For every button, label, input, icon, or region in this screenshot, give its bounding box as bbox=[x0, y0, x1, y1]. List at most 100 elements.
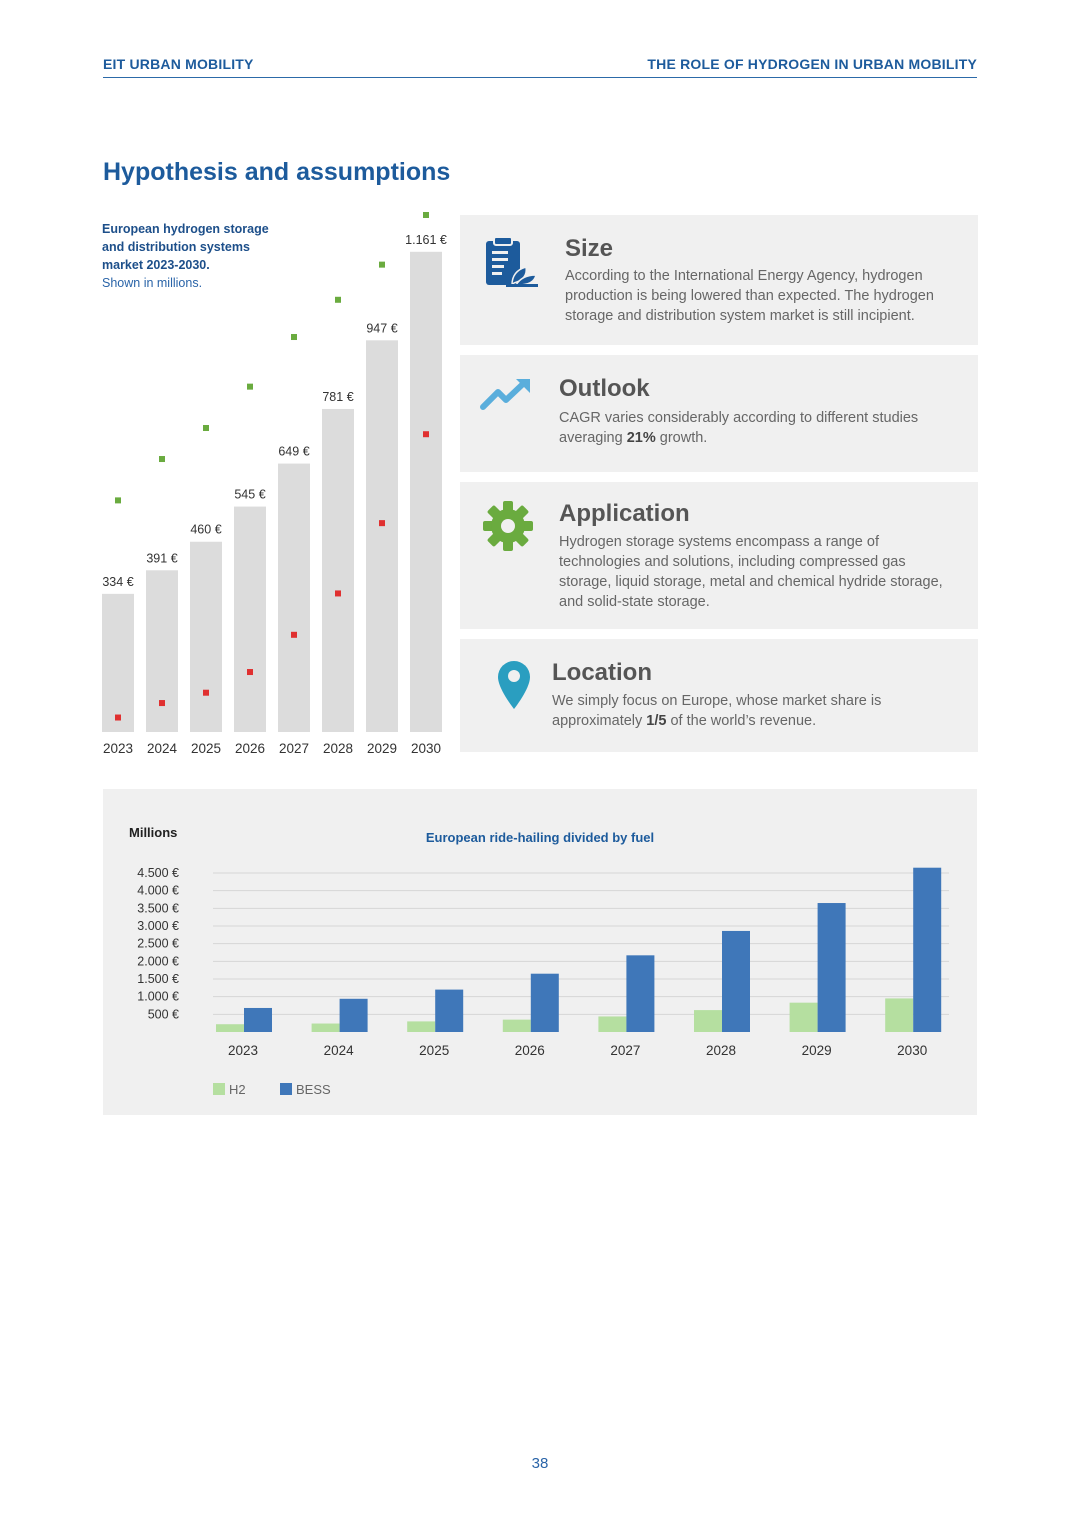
card-application-title: Application bbox=[559, 500, 690, 527]
bar-bess-2026 bbox=[530, 973, 559, 1032]
range-high-marker-2027 bbox=[291, 334, 297, 341]
x-tick-2028: 2028 bbox=[706, 1043, 736, 1058]
bar-h2-2029 bbox=[789, 1002, 818, 1032]
header-left: EIT URBAN MOBILITY bbox=[103, 56, 254, 72]
bar-h2-2024 bbox=[311, 1023, 340, 1032]
chart1-caption-line2: and distribution systems bbox=[102, 240, 250, 254]
x-tick-2029: 2029 bbox=[802, 1043, 832, 1058]
card-size-text: According to the International Energy Ag… bbox=[565, 268, 934, 324]
card-location-text-bold: 1/5 bbox=[646, 713, 667, 729]
range-high-marker-2029 bbox=[379, 261, 385, 268]
range-low-marker-2024 bbox=[159, 700, 165, 707]
y-tick-3500: 3.500 € bbox=[137, 901, 179, 915]
chart1-caption: European hydrogen storage and distributi… bbox=[102, 220, 302, 292]
x-tick-2030: 2030 bbox=[411, 741, 441, 756]
card-outlook-text-a: CAGR varies considerably according to di… bbox=[559, 410, 919, 446]
x-tick-2024: 2024 bbox=[324, 1043, 355, 1058]
x-tick-2029: 2029 bbox=[367, 741, 397, 756]
value-label-2024: 391 € bbox=[146, 551, 177, 565]
range-high-marker-2030 bbox=[423, 212, 429, 218]
y-tick-4500: 4.500 € bbox=[137, 866, 179, 880]
range-low-marker-2025 bbox=[203, 689, 209, 696]
legend-bess-label: BESS bbox=[296, 1082, 331, 1097]
bar-h2-2030 bbox=[885, 998, 914, 1032]
range-low-marker-2028 bbox=[335, 590, 341, 597]
card-location-text-b: of the world’s revenue. bbox=[666, 713, 817, 729]
card-location-text: We simply focus on Europe, whose market … bbox=[552, 691, 952, 731]
y-tick-1500: 1.500 € bbox=[137, 972, 179, 986]
x-tick-2025: 2025 bbox=[419, 1043, 449, 1058]
card-outlook-text-bold: 21% bbox=[626, 430, 656, 446]
card-application: Application Hydrogen storage systems enc… bbox=[460, 482, 978, 629]
x-tick-2026: 2026 bbox=[515, 1043, 545, 1058]
range-low-marker-2029 bbox=[379, 520, 385, 527]
x-tick-2025: 2025 bbox=[191, 741, 221, 756]
bar-h2-2026 bbox=[502, 1019, 531, 1032]
chart1-caption-line4: Shown in millions. bbox=[102, 276, 203, 290]
bar-h2-2025 bbox=[407, 1021, 436, 1032]
value-label-2025: 460 € bbox=[190, 523, 221, 537]
range-low-marker-2023 bbox=[115, 714, 121, 721]
value-label-2030: 1.161 € bbox=[405, 233, 447, 247]
y-tick-500: 500 € bbox=[148, 1007, 179, 1021]
card-size-title: Size bbox=[565, 235, 614, 262]
range-low-marker-2026 bbox=[247, 669, 253, 676]
page-number: 38 bbox=[531, 1455, 549, 1472]
bar-bess-2028 bbox=[722, 930, 750, 1032]
header-right: THE ROLE OF HYDROGEN IN URBAN MOBILITY bbox=[647, 56, 977, 72]
bar-h2-2027 bbox=[598, 1016, 627, 1032]
bar-bess-2025 bbox=[435, 989, 464, 1032]
x-tick-2027: 2027 bbox=[610, 1043, 640, 1058]
range-high-marker-2023 bbox=[115, 497, 121, 504]
value-label-2029: 947 € bbox=[366, 321, 397, 335]
x-tick-2030: 2030 bbox=[897, 1043, 927, 1058]
bar-h2-2028 bbox=[694, 1010, 722, 1032]
document-plant-icon bbox=[486, 236, 538, 287]
range-high-marker-2026 bbox=[247, 383, 253, 390]
ride-hailing-chart-panel: Millions European ride-hailing divided by… bbox=[103, 789, 977, 1115]
legend-h2-swatch bbox=[213, 1083, 225, 1095]
range-high-marker-2024 bbox=[159, 456, 165, 463]
chart1-caption-line3: market 2023-2030. bbox=[102, 258, 210, 272]
hydrogen-market-chart: 334 € 2023 391 € 2024 460 € 2025 545 € 2026 649 … bbox=[102, 212, 447, 756]
y-tick-2500: 2.500 € bbox=[137, 937, 179, 951]
card-outlook-text: CAGR varies considerably according to di… bbox=[559, 408, 959, 448]
chart2-title: European ride-hailing divided by fuel bbox=[426, 830, 654, 845]
trend-up-arrow-icon bbox=[480, 379, 530, 410]
bar-h2-2023 bbox=[216, 1024, 244, 1032]
value-label-2023: 334 € bbox=[102, 575, 133, 589]
gear-icon bbox=[483, 501, 533, 551]
bar-bess-2024 bbox=[339, 998, 368, 1032]
value-label-2027: 649 € bbox=[278, 445, 309, 459]
bar-bess-2023 bbox=[244, 1007, 272, 1032]
value-label-2028: 781 € bbox=[322, 390, 353, 404]
y-tick-2000: 2.000 € bbox=[137, 954, 179, 968]
ride-hailing-chart: Millions European ride-hailing divided by… bbox=[129, 825, 949, 1097]
legend-h2-label: H2 bbox=[229, 1082, 246, 1097]
location-pin-icon bbox=[498, 661, 530, 709]
header-rule bbox=[103, 77, 977, 78]
x-tick-2028: 2028 bbox=[323, 741, 353, 756]
x-tick-2027: 2027 bbox=[279, 741, 309, 756]
x-tick-2023: 2023 bbox=[228, 1043, 258, 1058]
card-outlook-text-b: growth. bbox=[655, 430, 708, 446]
y-tick-1000: 1.000 € bbox=[137, 990, 179, 1004]
card-location: Location We simply focus on Europe, whos… bbox=[460, 639, 978, 752]
legend-bess-swatch bbox=[280, 1083, 292, 1095]
bar-bess-2030 bbox=[913, 867, 942, 1032]
range-high-marker-2025 bbox=[203, 425, 209, 432]
card-outlook-title: Outlook bbox=[559, 375, 650, 402]
chart1-caption-line1: European hydrogen storage bbox=[102, 222, 269, 236]
x-tick-2024: 2024 bbox=[147, 741, 178, 756]
bar-bess-2029 bbox=[817, 903, 846, 1032]
y-tick-3000: 3.000 € bbox=[137, 919, 179, 933]
card-outlook: Outlook CAGR varies considerably accordi… bbox=[460, 355, 978, 472]
y-tick-4000: 4.000 € bbox=[137, 884, 179, 898]
y-axis-label: Millions bbox=[129, 825, 177, 840]
card-size: Size According to the International Ener… bbox=[460, 215, 978, 345]
page-title: Hypothesis and assumptions bbox=[103, 158, 451, 186]
x-tick-2026: 2026 bbox=[235, 741, 265, 756]
bar-bess-2027 bbox=[626, 955, 655, 1032]
value-label-2026: 545 € bbox=[234, 488, 265, 502]
range-low-marker-2027 bbox=[291, 631, 297, 638]
